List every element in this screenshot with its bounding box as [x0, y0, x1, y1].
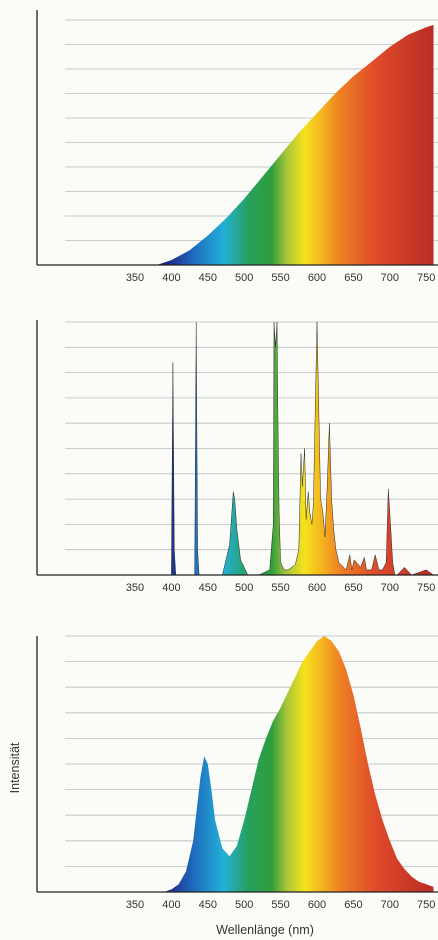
x-tick-label: 400	[162, 582, 180, 594]
x-tick-label: 650	[344, 272, 362, 284]
spectrum-area-1	[156, 24, 434, 266]
x-tick-label: 750	[417, 899, 435, 911]
x-tick-label: 750	[417, 272, 435, 284]
x-tick-label: 500	[235, 272, 253, 284]
x-tick-label: 350	[126, 582, 144, 594]
x-tick-label: 550	[271, 582, 289, 594]
gridlines-2	[65, 321, 438, 551]
chart-panel-3: 350 400 450 500 550 600 650 700 750 Intensität W…	[8, 635, 438, 937]
x-tick-label: 450	[199, 899, 217, 911]
x-tick-label: 700	[381, 272, 399, 284]
x-tick-label: 550	[271, 272, 289, 284]
y-axis-title: Intensität	[8, 742, 22, 793]
x-tick-label: 500	[235, 582, 253, 594]
spectrum-area-3	[164, 636, 434, 892]
x-tick-label: 350	[126, 272, 144, 284]
x-tick-label: 500	[235, 899, 253, 911]
chart-panel-2: 350 400 450 500 550 600 650 700 750	[36, 320, 438, 594]
gridlines-3	[65, 635, 438, 867]
x-tick-label: 700	[381, 899, 399, 911]
x-tick-label: 350	[126, 899, 144, 911]
x-tick-label: 600	[308, 582, 326, 594]
x-tick-label: 650	[344, 582, 362, 594]
chart-panel-1: 350 400 450 500 550 600 650 700 750	[36, 10, 438, 284]
x-tick-label: 400	[162, 899, 180, 911]
x-tick-label: 600	[308, 899, 326, 911]
x-tick-label: 700	[381, 582, 399, 594]
x-tick-label: 750	[417, 582, 435, 594]
x-axis-title: Wellenlänge (nm)	[216, 923, 314, 937]
x-ticks-3: 350 400 450 500 550 600 650 700 750	[126, 899, 436, 911]
x-tick-label: 650	[344, 899, 362, 911]
x-tick-label: 400	[162, 272, 180, 284]
x-tick-label: 600	[308, 272, 326, 284]
x-ticks-2: 350 400 450 500 550 600 650 700 750	[126, 582, 436, 594]
x-tick-label: 550	[271, 899, 289, 911]
x-tick-label: 450	[199, 582, 217, 594]
x-tick-label: 450	[199, 272, 217, 284]
x-ticks-1: 350 400 450 500 550 600 650 700 750	[126, 272, 436, 284]
